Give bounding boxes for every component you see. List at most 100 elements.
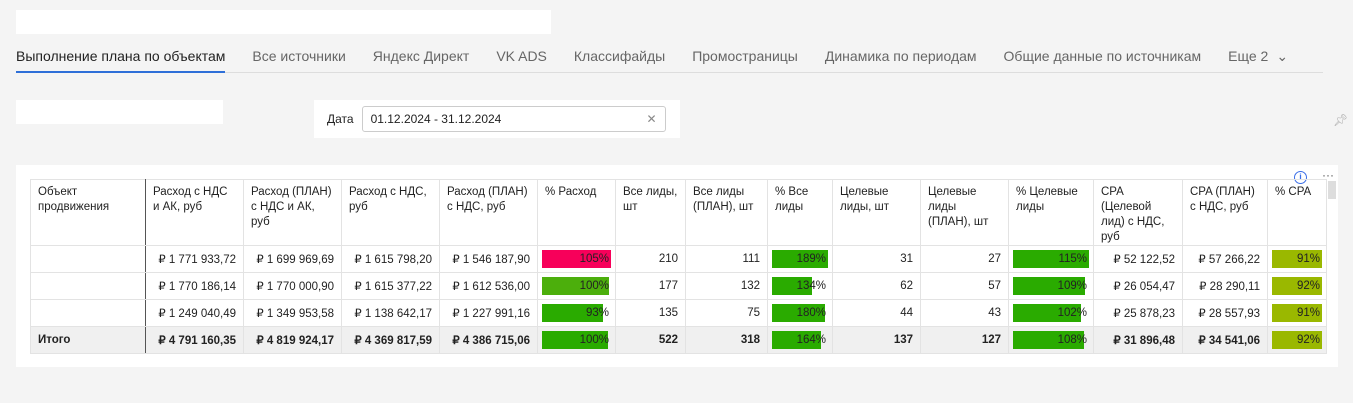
tab-more[interactable]: Еще 2 ⌄ [1228, 44, 1288, 73]
percent-value: 92% [1296, 280, 1320, 292]
cell-value: ₽ 4 791 160,35 [145, 326, 244, 354]
column-header[interactable]: % Все лиды [767, 179, 833, 246]
percent-bar-cell: 108% [1008, 326, 1094, 354]
tab-1[interactable]: Все источники [252, 48, 346, 64]
percent-bar-cell: 109% [1008, 272, 1094, 300]
bar-fill [1272, 304, 1322, 322]
column-header[interactable]: Целевые лиды (ПЛАН), шт [920, 179, 1009, 246]
bar-fill [1272, 277, 1322, 295]
table-row: ₽ 1 249 040,49 ₽ 1 349 953,58 ₽ 1 138 642,… [30, 299, 1327, 327]
percent-bar-cell: 134% [767, 272, 833, 300]
bar-fill [1013, 304, 1081, 322]
percent-value: 105% [579, 253, 609, 265]
bar-fill [1272, 331, 1322, 349]
cell-value: ₽ 52 122,52 [1093, 245, 1183, 273]
tab-3[interactable]: VK ADS [496, 48, 547, 64]
column-header[interactable]: Все лиды (ПЛАН), шт [685, 179, 768, 246]
scrollbar[interactable] [1328, 181, 1336, 199]
percent-bar: 134% [772, 277, 828, 295]
percent-bar: 100% [542, 331, 611, 349]
column-header[interactable]: % CPA [1267, 179, 1327, 246]
bar-fill [542, 304, 604, 322]
percent-bar-cell: 164% [767, 326, 833, 354]
cell-value: ₽ 1 546 187,90 [439, 245, 538, 273]
column-header[interactable]: Расход с НДС и АК, руб [145, 179, 244, 246]
percent-bar-cell: 100% [537, 272, 616, 300]
bar-fill [1013, 277, 1086, 295]
table-row: ₽ 1 771 933,72 ₽ 1 699 969,69 ₽ 1 615 798,… [30, 245, 1327, 273]
column-header[interactable]: CPA (Целевой лид) с НДС, руб [1093, 179, 1183, 246]
date-input[interactable]: 01.12.2024 - 31.12.2024 ✕ [361, 106, 666, 132]
column-header[interactable]: % Целевые лиды [1008, 179, 1094, 246]
cell-value: ₽ 1 770 000,90 [243, 272, 342, 300]
percent-bar: 102% [1013, 304, 1089, 322]
cell-value: 44 [832, 299, 921, 327]
date-filter: Дата 01.12.2024 - 31.12.2024 ✕ [314, 100, 680, 138]
percent-bar: 92% [1272, 331, 1322, 349]
cell-value: ₽ 28 557,93 [1182, 299, 1268, 327]
column-header[interactable]: Расход (ПЛАН) с НДС, руб [439, 179, 538, 246]
percent-value: 109% [1057, 280, 1087, 292]
column-header[interactable]: % Расход [537, 179, 616, 246]
tab-2[interactable]: Яндекс Директ [372, 48, 470, 64]
percent-bar: 100% [542, 277, 611, 295]
percent-value: 108% [1057, 334, 1087, 346]
column-header[interactable]: CPA (ПЛАН) с НДС, руб [1182, 179, 1268, 246]
cell-value: ₽ 1 615 377,22 [341, 272, 440, 300]
cell-value: ₽ 1 138 642,17 [341, 299, 440, 327]
cell-value: 27 [920, 245, 1009, 273]
percent-value: 115% [1058, 253, 1087, 265]
percent-value: 100% [579, 334, 609, 346]
more-options-icon[interactable]: ··· [1322, 168, 1334, 182]
cell-value: 177 [615, 272, 686, 300]
percent-bar: 91% [1272, 304, 1322, 322]
row-name: Итого [30, 326, 146, 354]
tab-4[interactable]: Классифайды [573, 48, 666, 64]
row-name [30, 272, 146, 300]
bar-fill [542, 277, 609, 295]
percent-bar: 115% [1013, 250, 1089, 268]
cell-value: ₽ 31 896,48 [1093, 326, 1183, 354]
percent-bar-cell: 180% [767, 299, 833, 327]
percent-bar: 93% [542, 304, 611, 322]
percent-value: 92% [1296, 334, 1320, 346]
tab-6[interactable]: Динамика по периодам [824, 48, 977, 64]
cell-value: 43 [920, 299, 1009, 327]
cell-value: ₽ 1 227 991,16 [439, 299, 538, 327]
column-header[interactable]: Объект продвижения [30, 179, 146, 246]
percent-bar-cell: 102% [1008, 299, 1094, 327]
tab-5[interactable]: Промостраницы [692, 48, 798, 64]
bar-fill [772, 304, 826, 322]
cell-value: 135 [615, 299, 686, 327]
percent-value: 91% [1296, 307, 1320, 319]
bar-fill [1272, 250, 1322, 268]
tab-0[interactable]: Выполнение плана по объектам [16, 44, 226, 73]
cell-value: 111 [685, 245, 768, 273]
percent-bar: 92% [1272, 277, 1322, 295]
cell-value: 62 [832, 272, 921, 300]
percent-bar: 180% [772, 304, 828, 322]
percent-value: 100% [579, 280, 609, 292]
percent-value: 164% [796, 334, 826, 346]
percent-bar-cell: 91% [1267, 245, 1327, 273]
cell-value: ₽ 1 615 798,20 [341, 245, 440, 273]
column-header[interactable]: Все лиды, шт [615, 179, 686, 246]
column-header[interactable]: Расход с НДС, руб [341, 179, 440, 246]
clear-icon[interactable]: ✕ [646, 112, 657, 126]
percent-bar: 189% [772, 250, 828, 268]
percent-value: 93% [585, 307, 609, 319]
percent-value: 180% [796, 307, 826, 319]
cell-value: ₽ 34 541,06 [1182, 326, 1268, 354]
cell-value: ₽ 1 249 040,49 [145, 299, 244, 327]
column-header[interactable]: Расход (ПЛАН) с НДС и АК, руб [243, 179, 342, 246]
column-header[interactable]: Целевые лиды, шт [832, 179, 921, 246]
percent-bar: 108% [1013, 331, 1089, 349]
tab-7[interactable]: Общие данные по источникам [1003, 48, 1202, 64]
bar-fill [772, 277, 812, 295]
cell-value: ₽ 4 369 817,59 [341, 326, 440, 354]
percent-bar-cell: 115% [1008, 245, 1094, 273]
pin-icon[interactable]: 📌︎ [1333, 113, 1349, 127]
row-name [30, 299, 146, 327]
percent-value: 91% [1296, 253, 1320, 265]
percent-bar-cell: 92% [1267, 272, 1327, 300]
